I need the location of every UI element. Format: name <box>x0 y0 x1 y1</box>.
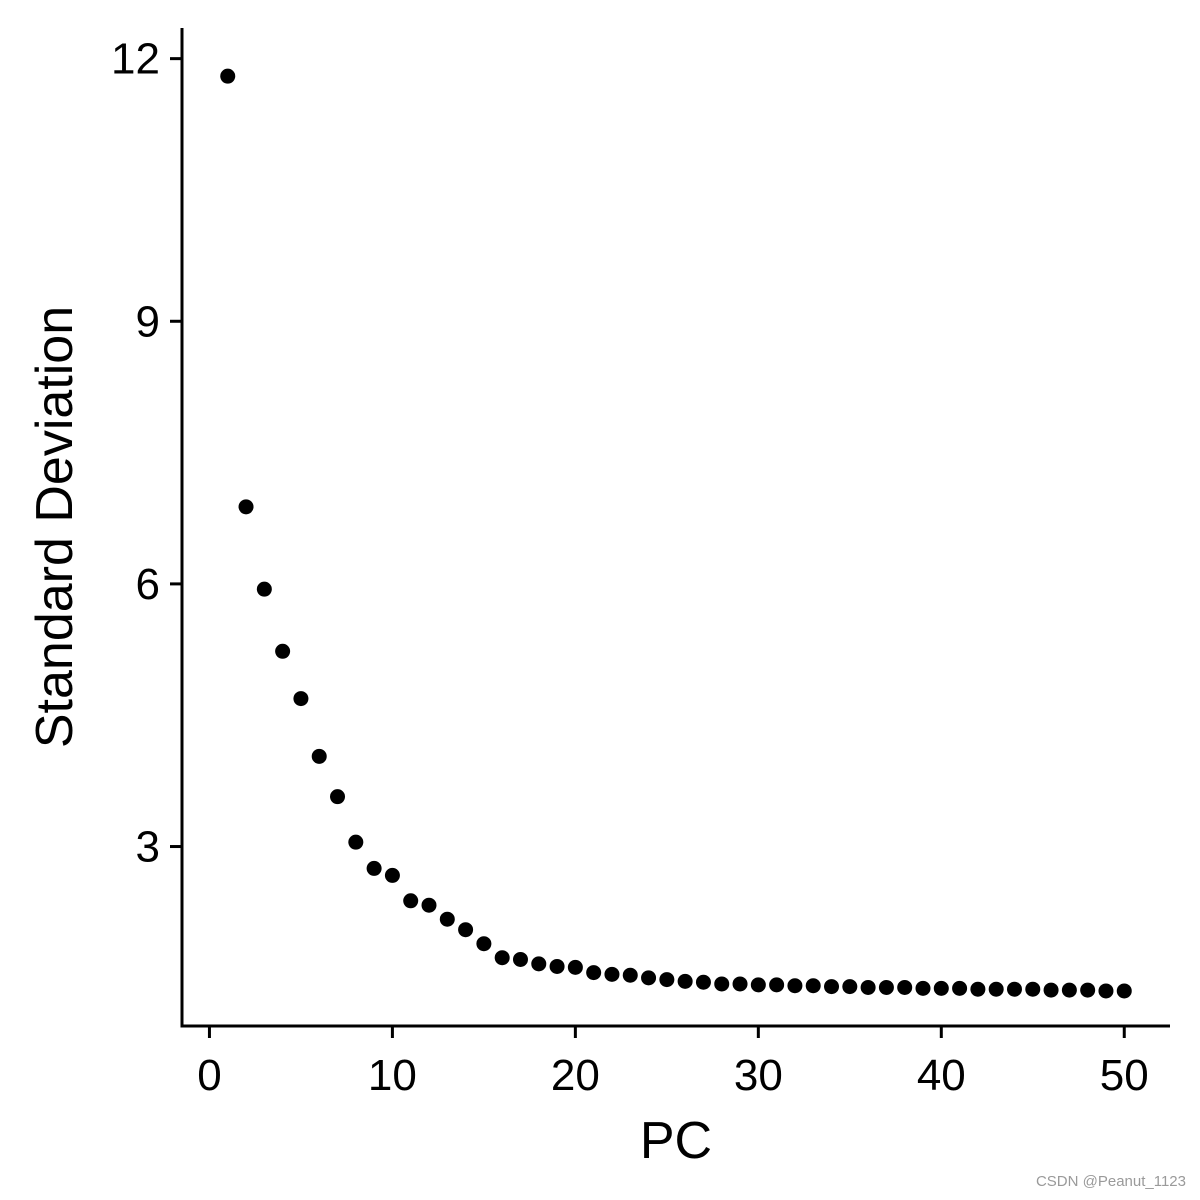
data-point <box>1098 983 1114 999</box>
data-point <box>988 981 1004 997</box>
y-tick-label: 12 <box>111 35 160 84</box>
data-point <box>805 978 821 994</box>
data-point <box>897 979 913 995</box>
data-point <box>824 979 840 995</box>
y-tick-label: 3 <box>136 823 160 872</box>
data-point <box>915 980 931 996</box>
data-point <box>769 977 785 993</box>
x-tick-label: 40 <box>917 1051 966 1100</box>
data-point <box>732 976 748 992</box>
x-tick-label: 30 <box>734 1051 783 1100</box>
data-point <box>238 499 254 515</box>
x-tick-label: 20 <box>551 1051 600 1100</box>
y-axis-title: Standard Deviation <box>26 306 84 748</box>
x-tick-label: 0 <box>197 1051 221 1100</box>
data-point <box>567 959 583 975</box>
data-point <box>970 981 986 997</box>
x-tick-label: 50 <box>1100 1051 1149 1100</box>
data-point <box>586 965 602 981</box>
x-tick-label: 10 <box>368 1051 417 1100</box>
data-point <box>714 976 730 992</box>
data-point <box>1080 982 1096 998</box>
data-point <box>659 972 675 988</box>
data-point <box>512 951 528 967</box>
data-point <box>220 68 236 84</box>
data-point <box>494 950 510 966</box>
data-point <box>531 956 547 972</box>
data-point <box>311 748 327 764</box>
data-point <box>1043 982 1059 998</box>
data-point <box>622 967 638 983</box>
x-ticks: 0 10 20 30 40 50 <box>197 1026 1149 1100</box>
data-point <box>275 643 291 659</box>
data-point <box>860 979 876 995</box>
data-point <box>878 979 894 995</box>
data-point <box>604 966 620 982</box>
data-point <box>366 860 382 876</box>
data-point <box>330 789 346 805</box>
data-point <box>1025 981 1041 997</box>
data-point <box>384 867 400 883</box>
data-point <box>256 581 272 597</box>
y-tick-label: 9 <box>136 297 160 346</box>
data-point <box>293 691 309 707</box>
data-point <box>421 897 437 913</box>
x-axis-title: PC <box>640 1112 712 1170</box>
data-point <box>787 978 803 994</box>
data-point <box>952 980 968 996</box>
data-points <box>220 68 1132 999</box>
data-point <box>750 977 766 993</box>
data-point <box>1061 982 1077 998</box>
data-point <box>1116 983 1132 999</box>
data-point <box>695 974 711 990</box>
data-point <box>476 936 492 952</box>
y-tick-label: 6 <box>136 560 160 609</box>
data-point <box>549 958 565 974</box>
data-point <box>439 911 455 927</box>
data-point <box>1006 981 1022 997</box>
watermark: CSDN @Peanut_1123 <box>1035 1173 1186 1190</box>
data-point <box>458 922 474 938</box>
data-point <box>842 979 858 995</box>
data-point <box>348 834 364 850</box>
y-ticks: 3 6 9 12 <box>111 35 182 872</box>
data-point <box>933 980 949 996</box>
data-point <box>641 970 657 986</box>
data-point <box>403 893 419 909</box>
data-point <box>677 973 693 989</box>
